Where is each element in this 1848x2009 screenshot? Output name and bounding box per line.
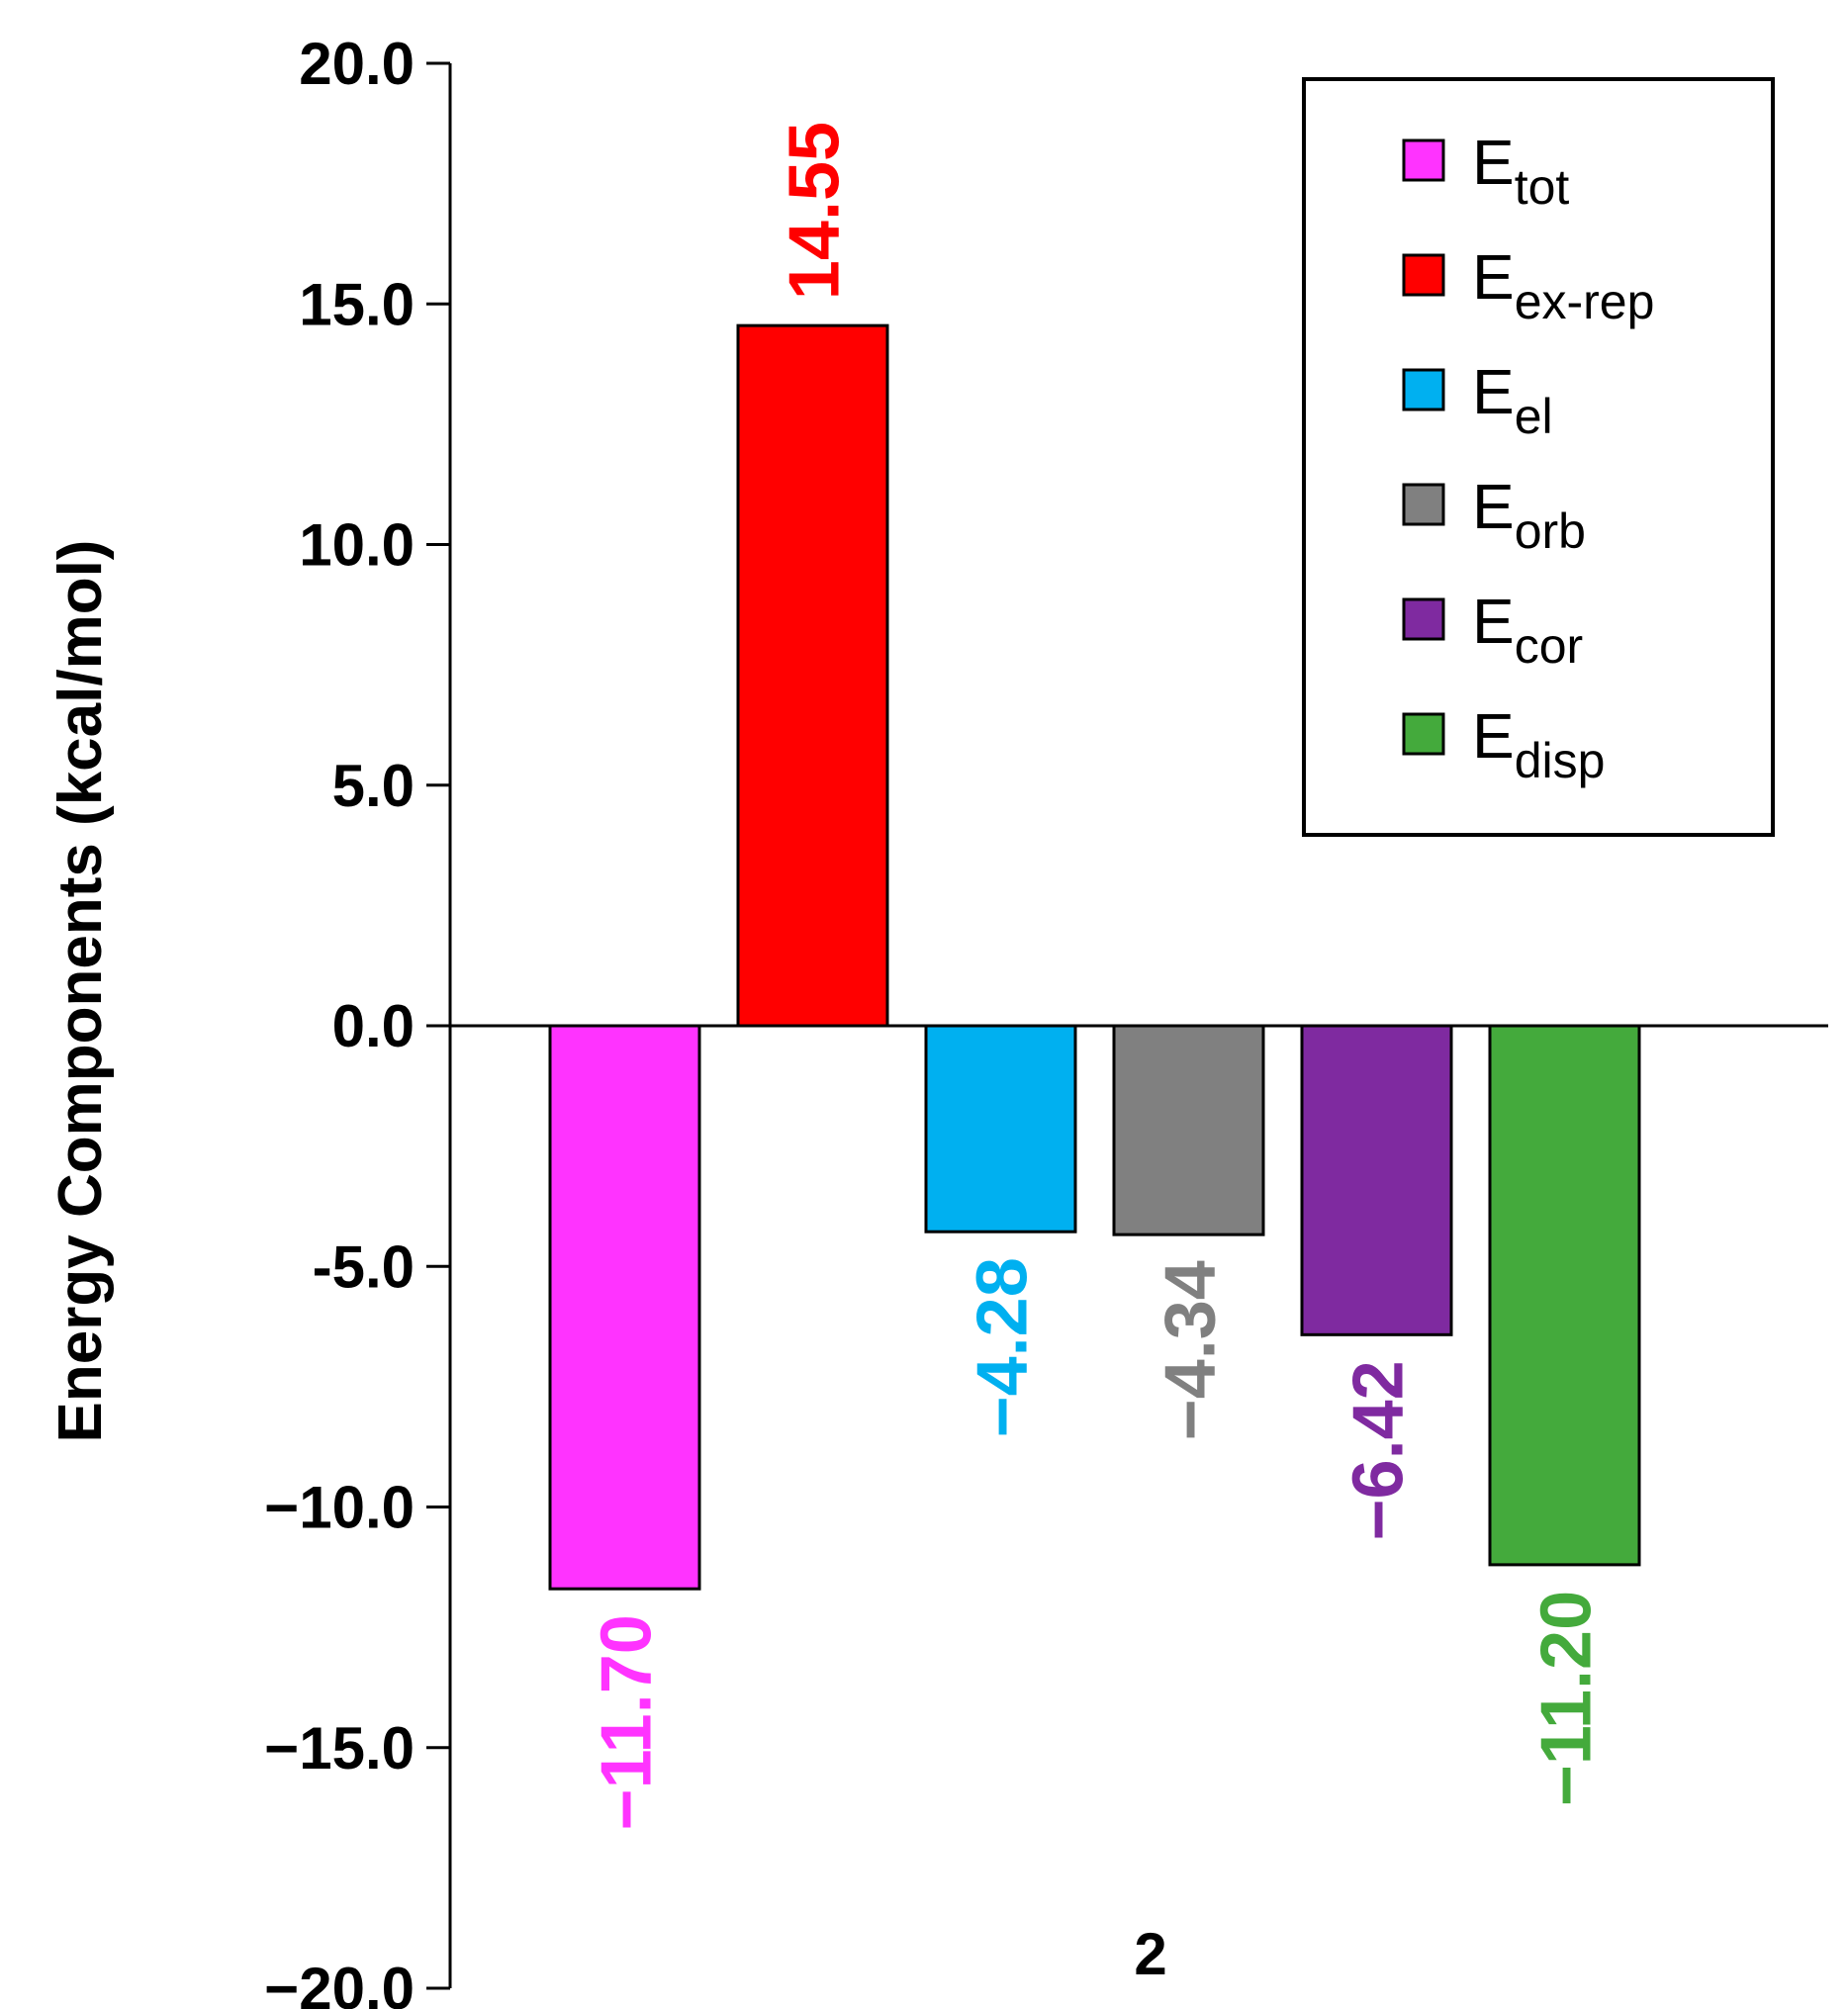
y-axis-title: Energy Components (kcal/mol) — [46, 540, 115, 1443]
legend-box — [1302, 77, 1775, 837]
y-tick-label: -5.0 — [313, 1233, 415, 1300]
data-labels: −11.70 14.55 −4.28 −4.34 −6.42 −11.20 — [588, 122, 1607, 1830]
bar-cor — [1300, 1024, 1453, 1336]
bar-disp — [1488, 1024, 1641, 1567]
legend-swatch-orb — [1402, 483, 1445, 526]
bar-ex-rep — [736, 323, 889, 1028]
y-tick-label: 5.0 — [332, 753, 415, 819]
y-tick-label: 10.0 — [299, 512, 415, 579]
legend-swatch-disp — [1402, 712, 1445, 756]
y-tick-label: 20.0 — [299, 31, 415, 97]
category-labels: 2 — [1134, 1921, 1166, 1987]
legend-swatch-el — [1402, 368, 1445, 411]
y-tick-label: 0.0 — [332, 993, 415, 1059]
legend-swatch-tot — [1402, 138, 1445, 182]
y-tick-label: −20.0 — [264, 1956, 415, 2009]
x-category-label: 2 — [1134, 1921, 1166, 1987]
bars — [548, 323, 1641, 1591]
data-label-el: −4.28 — [964, 1257, 1043, 1437]
data-label-tot: −11.70 — [588, 1614, 667, 1830]
y-tick-label: 15.0 — [299, 271, 415, 337]
bar-tot — [548, 1024, 701, 1591]
y-tick-label: −15.0 — [264, 1715, 415, 1781]
bar-orb — [1112, 1024, 1265, 1236]
legend-swatch-cor — [1402, 597, 1445, 641]
bar-el — [924, 1024, 1077, 1233]
legend-swatch-ex-rep — [1402, 253, 1445, 297]
data-label-disp: −11.20 — [1527, 1591, 1607, 1806]
y-tick-label: −10.0 — [264, 1475, 415, 1541]
data-label-orb: −4.34 — [1152, 1260, 1231, 1440]
data-label-ex-rep: 14.55 — [776, 122, 855, 300]
data-label-cor: −6.42 — [1340, 1360, 1419, 1540]
y-axis: 20.0 15.0 10.0 5.0 0.0 -5.0 −10.0 −15.0 −20.0 — [264, 31, 452, 2009]
